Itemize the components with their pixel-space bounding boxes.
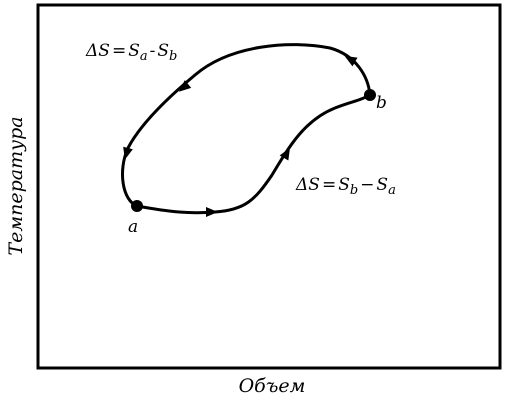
point-label: a <box>128 217 138 237</box>
x-axis-label: Объем <box>239 375 306 397</box>
equation-part: − <box>360 175 374 195</box>
arrow <box>279 147 290 161</box>
arrow <box>344 56 358 67</box>
upper-equation: ΔS = Sa - Sb <box>85 41 177 64</box>
subscript: a <box>388 183 396 198</box>
subscript: b <box>169 49 177 64</box>
lower-equation: ΔS = Sb − Sa <box>295 175 396 198</box>
upper-path <box>121 43 372 208</box>
frame <box>36 3 502 370</box>
point-label: b <box>376 93 387 113</box>
equation-part: S <box>376 175 388 195</box>
arrow <box>178 80 192 92</box>
equation-part: ΔS <box>295 175 320 195</box>
point-a <box>131 200 143 212</box>
y-axis-label: Температура <box>5 116 27 255</box>
equation-part: - <box>150 41 156 61</box>
subscript: b <box>350 183 358 198</box>
equation-part: = <box>322 175 336 195</box>
arrow <box>206 207 218 217</box>
equation-part: S <box>128 41 140 61</box>
lower-path <box>136 93 371 215</box>
subscript: a <box>140 49 148 64</box>
arrow <box>123 146 133 160</box>
equation-part: S <box>338 175 350 195</box>
point-b <box>364 89 376 101</box>
equation-part: S <box>157 41 169 61</box>
equation-part: ΔS <box>85 41 110 61</box>
equation-part: = <box>112 41 126 61</box>
